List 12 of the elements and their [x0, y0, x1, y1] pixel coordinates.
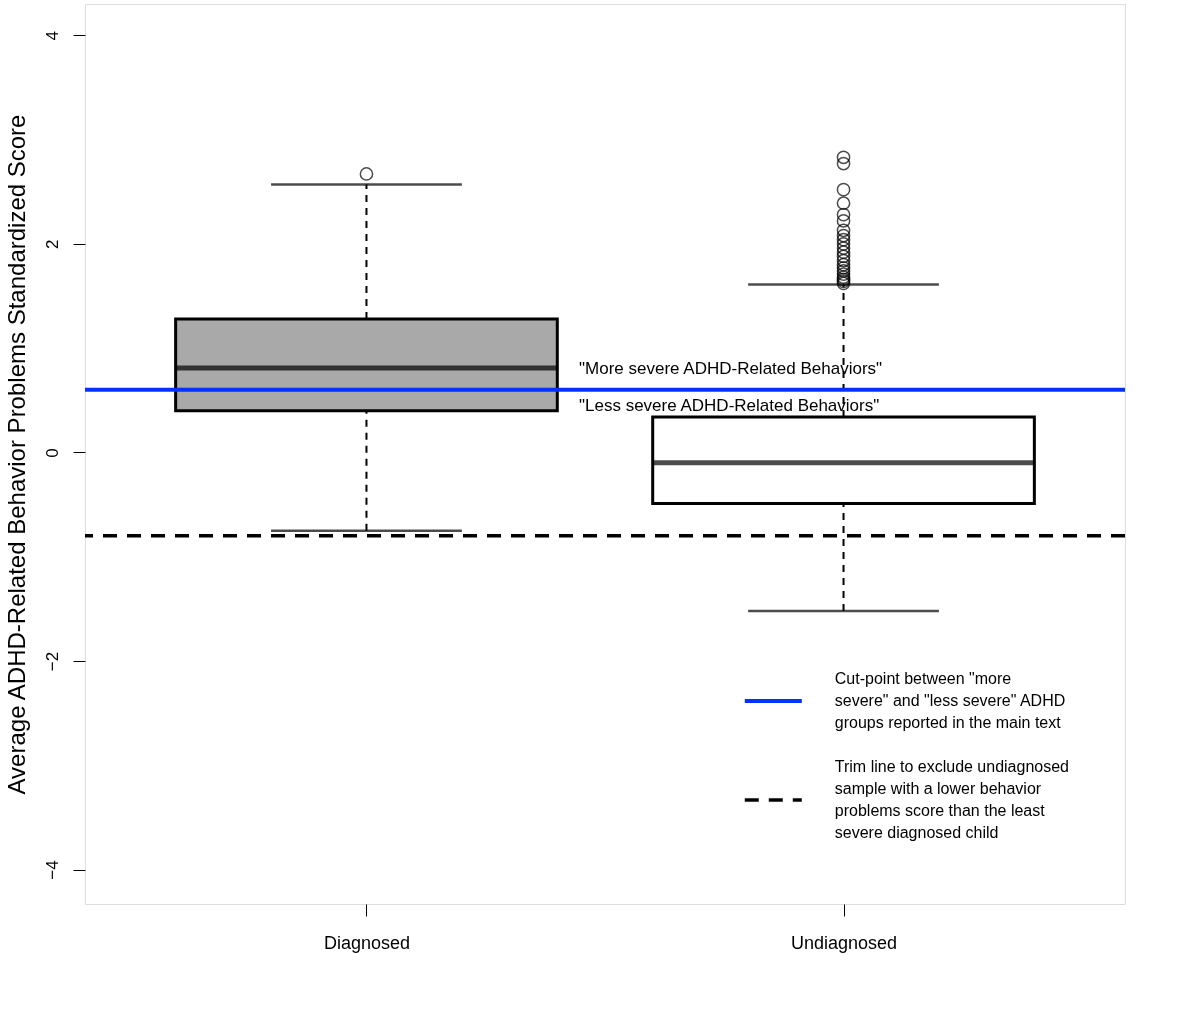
y-tick-label: 4: [42, 31, 62, 41]
legend-label: Cut-point between "more severe" and "less severe" ADHD groups reported in the main text: [834, 670, 1066, 731]
y-tick-label: 0: [42, 448, 62, 458]
y-tick-label: −4: [42, 860, 62, 880]
x-tick-label: Diagnosed: [323, 932, 410, 953]
y-tick-label: −2: [42, 651, 62, 672]
annotation: "Less severe ADHD-Related Behaviors": [579, 395, 880, 415]
y-tick-label: 2: [42, 239, 62, 250]
y-axis-title: Average ADHD-Related Behavior Problems Standardized Score: [2, 114, 30, 795]
x-tick-label: Undiagnosed: [790, 932, 898, 953]
legend-label: Trim line to exclude undiagnosed sample with a lower behavior problems score than the least severe diagnosed child: [834, 758, 1070, 841]
annotation: "More severe ADHD-Related Behaviors": [579, 358, 883, 378]
